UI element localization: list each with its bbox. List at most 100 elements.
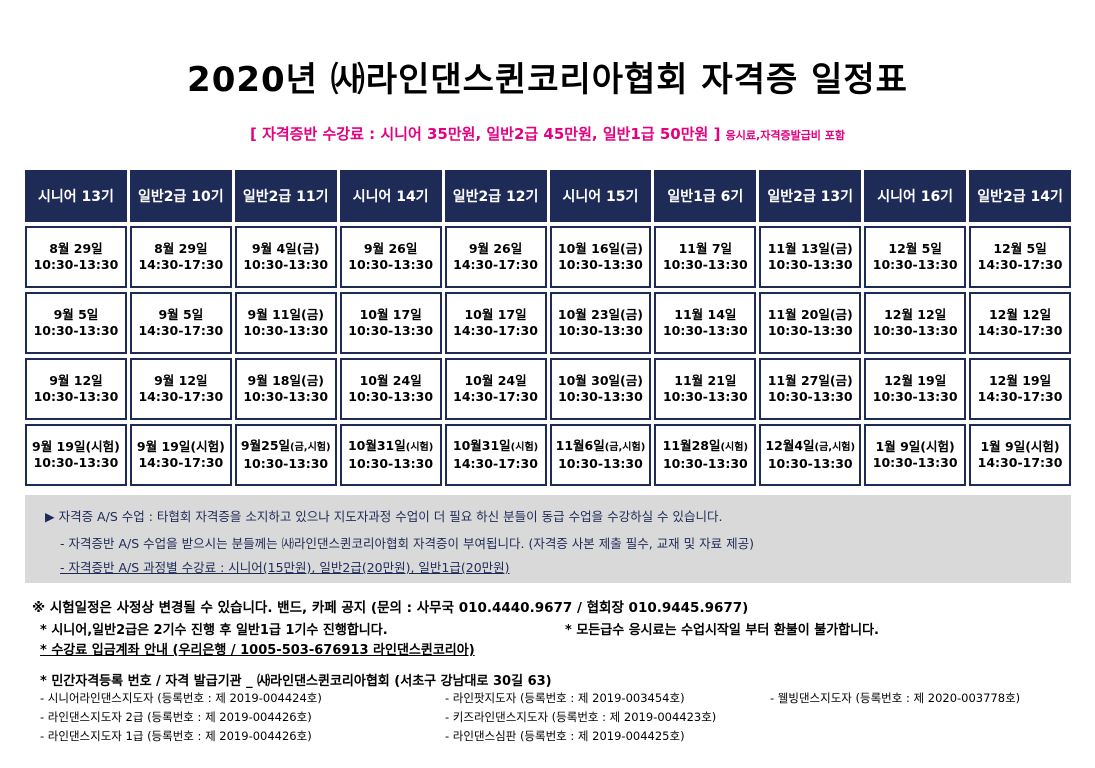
- session-time: 10:30-13:30: [662, 257, 748, 272]
- session-date-note: (금,시험): [814, 442, 856, 453]
- session-date: 12월 19일: [884, 373, 946, 389]
- session-date-text: 10월 24일: [359, 373, 422, 388]
- session-time: 14:30-17:30: [977, 455, 1063, 470]
- column-header: 시니어 16기: [864, 170, 967, 222]
- session-date-text: 10월 23일(금): [557, 307, 643, 322]
- session-date-text: 10월 24일: [464, 373, 527, 388]
- session-date: 9월 26일: [469, 241, 522, 257]
- session-date: 8월 29일: [49, 241, 102, 257]
- session-time: 10:30-13:30: [348, 456, 434, 471]
- session-date: 10월 16일(금): [558, 241, 643, 257]
- session-time: 14:30-17:30: [138, 323, 224, 338]
- session-date-text: 9월 4일(금): [251, 241, 320, 256]
- session-time: 14:30-17:30: [977, 323, 1063, 338]
- session-date: 11월28일(시험): [663, 438, 748, 456]
- schedule-cell: 9월 5일 10:30-13:30: [25, 292, 127, 354]
- session-date-text: 12월 19일: [988, 373, 1052, 388]
- schedule-cell: 12월 5일 10:30-13:30: [864, 226, 967, 288]
- session-time: 10:30-13:30: [767, 456, 853, 471]
- schedule-cell: 9월 26일 14:30-17:30: [444, 226, 547, 288]
- session-date-text: 10월31일: [347, 438, 406, 453]
- schedule-cell: 11월 14일 10:30-13:30: [654, 292, 757, 354]
- schedule-cell: 9월 4일(금) 10:30-13:30: [234, 226, 337, 288]
- session-time: 10:30-13:30: [348, 257, 434, 272]
- session-date-text: 11월 13일(금): [767, 241, 853, 256]
- session-date-text: 9월 19일(시험): [32, 439, 120, 454]
- notice-registration: * 민간자격등록 번호 / 자격 발급기관 _ ㈔라인댄스퀸코리아협회 (서초구…: [40, 674, 552, 689]
- session-time: 10:30-13:30: [767, 389, 853, 404]
- session-date: 11월 13일(금): [768, 241, 853, 257]
- session-date: 12월 12일: [989, 307, 1051, 323]
- schedule-cell: 10월31일(시험) 10:30-13:30: [339, 424, 442, 486]
- session-time: 10:30-13:30: [33, 389, 119, 404]
- schedule-cell: 11월 20일(금) 10:30-13:30: [759, 292, 862, 354]
- session-time: 10:30-13:30: [348, 323, 434, 338]
- session-date-text: 10월 16일(금): [557, 241, 643, 256]
- session-date: 9월 11일(금): [248, 307, 324, 323]
- session-date: 12월 5일: [888, 241, 941, 257]
- column-header: 시니어 15기: [549, 170, 652, 222]
- schedule-cell: 12월 5일 14:30-17:30: [969, 226, 1071, 288]
- registration-item: - 시니어라인댄스지도자 (등록번호 : 제 2019-004424호): [40, 691, 322, 705]
- session-date: 12월 12일: [884, 307, 946, 323]
- registration-item: - 라인댄스심판 (등록번호 : 제 2019-004425호): [445, 729, 685, 743]
- session-date: 9월 19일(시험): [137, 439, 225, 455]
- session-time: 10:30-13:30: [662, 389, 748, 404]
- schedule-cell: 12월 12일 14:30-17:30: [969, 292, 1071, 354]
- session-date-note: (금,시험): [604, 442, 646, 453]
- session-time: 14:30-17:30: [138, 455, 224, 470]
- schedule-cell: 9월 12일 14:30-17:30: [129, 358, 232, 420]
- column-header: 일반2급 13기: [759, 170, 862, 222]
- session-time: 14:30-17:30: [138, 257, 224, 272]
- schedule-cell: 9월 5일 14:30-17:30: [129, 292, 232, 354]
- session-time: 10:30-13:30: [662, 456, 748, 471]
- column-header: 일반2급 10기: [129, 170, 232, 222]
- schedule-cell: 12월4일(금,시험) 10:30-13:30: [759, 424, 862, 486]
- schedule-cell: 9월 12일 10:30-13:30: [25, 358, 127, 420]
- column-header: 일반2급 11기: [234, 170, 337, 222]
- session-date: 11월6일(금,시험): [556, 438, 646, 456]
- session-time: 10:30-13:30: [243, 323, 329, 338]
- schedule-cell: 8월 29일 10:30-13:30: [25, 226, 127, 288]
- schedule-cell: 10월 23일(금) 10:30-13:30: [549, 292, 652, 354]
- fee-subtitle: [ 자격증반 수강료 : 시니어 35만원, 일반2급 45만원, 일반1급 5…: [0, 123, 1095, 144]
- session-date: 9월 5일: [158, 307, 203, 323]
- schedule-cell: 12월 19일 10:30-13:30: [864, 358, 967, 420]
- notice-bank-account: * 수강료 입금계좌 안내 (우리은행 / 1005-503-676913 라인…: [40, 643, 475, 658]
- session-time: 10:30-13:30: [872, 323, 958, 338]
- session-date-text: 11월 27일(금): [767, 373, 853, 388]
- session-date: 10월31일(시험): [453, 438, 538, 456]
- page-title: 2020년 ㈔라인댄스퀸코리아협회 자격증 일정표: [187, 60, 908, 100]
- session-date: 10월 23일(금): [558, 307, 643, 323]
- session-time: 14:30-17:30: [453, 456, 538, 471]
- schedule-cell: 11월6일(금,시험) 10:30-13:30: [549, 424, 652, 486]
- session-date-text: 9월 26일: [468, 241, 523, 256]
- session-date-text: 9월 12일: [154, 373, 208, 388]
- session-date-text: 8월 29일: [49, 241, 103, 256]
- column-header: 일반2급 12기: [444, 170, 547, 222]
- session-date-text: 10월31일: [452, 438, 511, 453]
- schedule-cell: 10월 30일(금) 10:30-13:30: [549, 358, 652, 420]
- schedule-cell: 9월25일(금,시험) 10:30-13:30: [234, 424, 337, 486]
- session-date-text: 1월 9일(시험): [980, 439, 1060, 454]
- session-date: 9월 12일: [49, 373, 102, 389]
- session-time: 10:30-13:30: [767, 257, 853, 272]
- session-date-text: 11월6일: [555, 438, 605, 453]
- session-date: 1월 9일(시험): [876, 439, 955, 455]
- session-date: 12월 5일: [993, 241, 1046, 257]
- session-date: 10월 24일: [360, 373, 422, 389]
- session-date: 10월 30일(금): [558, 373, 643, 389]
- session-date-text: 9월 11일(금): [247, 307, 324, 322]
- schedule-cell: 8월 29일 14:30-17:30: [129, 226, 232, 288]
- session-date: 10월 24일: [464, 373, 526, 389]
- registration-item: - 라인팟지도자 (등록번호 : 제 2019-003454호): [445, 691, 685, 705]
- schedule-cell: 12월 12일 10:30-13:30: [864, 292, 967, 354]
- session-date: 9월 26일: [364, 241, 417, 257]
- schedule-cell: 10월 24일 14:30-17:30: [444, 358, 547, 420]
- session-time: 10:30-13:30: [767, 323, 853, 338]
- session-time: 10:30-13:30: [348, 389, 434, 404]
- session-date-text: 10월 17일: [359, 307, 422, 322]
- session-time: 10:30-13:30: [558, 456, 643, 471]
- schedule-cell: 9월 26일 10:30-13:30: [339, 226, 442, 288]
- session-date-text: 12월4일: [765, 438, 815, 453]
